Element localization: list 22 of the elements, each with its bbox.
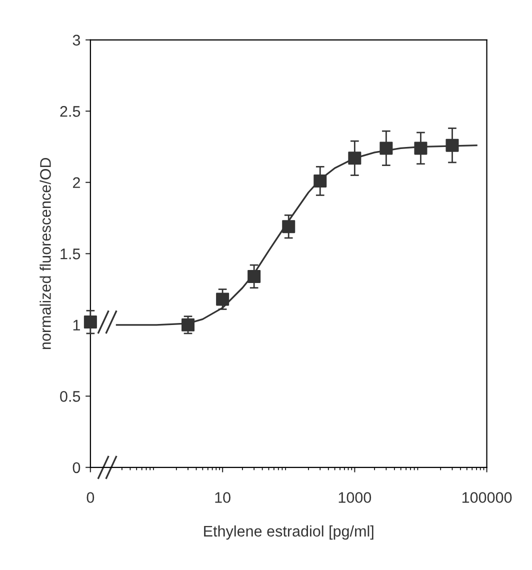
- y-tick-label: 1: [73, 320, 80, 330]
- y-tick-label: 1.5: [60, 248, 80, 260]
- x-tick-label: 0: [86, 492, 94, 503]
- point: [182, 318, 195, 332]
- point: [282, 220, 296, 234]
- point: [248, 270, 261, 283]
- x-axis-title: Ethylene estradiol [pg/ml]: [204, 525, 374, 540]
- point: [380, 142, 393, 155]
- point: [446, 138, 459, 152]
- y-axis-title: normalized fluorescence/OD: [40, 158, 51, 350]
- x-tick-label: 10: [215, 492, 230, 503]
- x-tick-label: 1000: [338, 492, 372, 503]
- point: [348, 152, 362, 165]
- point: [314, 174, 327, 188]
- y-tick-label: 3: [72, 34, 80, 46]
- y-tick-label: 2.5: [60, 106, 80, 117]
- y-tick-label: 2: [72, 177, 80, 188]
- y-tick-label: 0: [72, 462, 80, 474]
- point: [216, 292, 230, 306]
- x-tick-label: 100000: [462, 492, 512, 503]
- point: [414, 142, 428, 155]
- y-tick-label: 0.5: [60, 391, 80, 402]
